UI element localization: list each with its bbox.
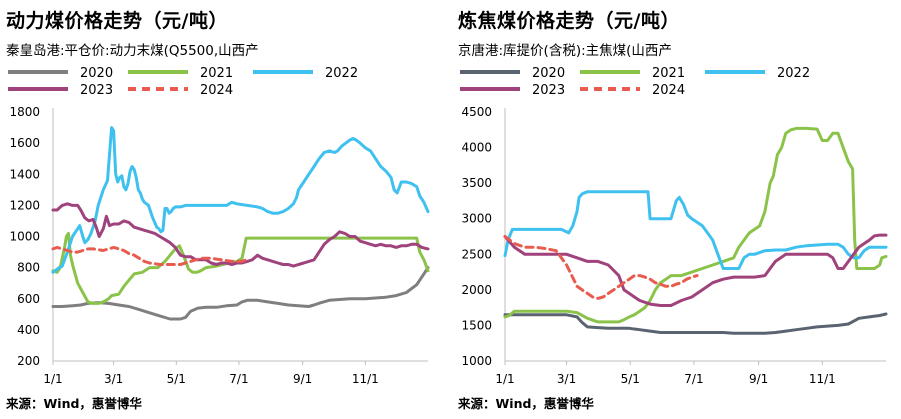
legend-label: 2024 [652, 83, 685, 98]
legend-label: 2020 [80, 66, 113, 81]
x-tick-label: 9/1 [293, 372, 312, 386]
legend-label: 2022 [325, 66, 358, 81]
y-tick-label: 4500 [461, 105, 492, 119]
thermal-coal-panel: 动力煤价格走势（元/吨） 秦皇岛港:平仓价:动力末煤(Q5500,山西产 200… [0, 0, 440, 419]
x-tick-label: 1/1 [43, 372, 62, 386]
y-tick-label: 1000 [461, 354, 492, 368]
x-tick-label: 5/1 [167, 372, 186, 386]
legend-label: 2021 [200, 66, 233, 81]
series-line-2024 [503, 235, 699, 300]
chart-subtitle: 秦皇岛港:平仓价:动力末煤(Q5500,山西产 [6, 43, 259, 59]
x-tick-label: 11/1 [809, 372, 836, 386]
series-line-2022 [51, 126, 430, 274]
x-tick-label: 7/1 [229, 372, 248, 386]
chart-source: 来源：Wind，惠誉博华 [458, 396, 594, 411]
x-tick-label: 3/1 [104, 372, 123, 386]
y-tick-label: 1200 [9, 198, 40, 212]
y-tick-label: 600 [17, 292, 40, 306]
legend-label: 2023 [80, 83, 113, 98]
series-line-2020 [51, 266, 430, 321]
chart-title: 动力煤价格走势（元/吨） [6, 10, 228, 32]
thermal-coal-chart: 200 400 600 800 1000 1200 1400 1600 1800 1/1 3/1 5/… [8, 66, 430, 386]
x-tick-label: 9/1 [749, 372, 768, 386]
y-tick-label: 1800 [9, 105, 40, 119]
series-line-2024 [51, 245, 248, 266]
y-tick-label: 1400 [9, 167, 40, 181]
x-tick-label: 3/1 [557, 372, 576, 386]
series-line-2022 [503, 190, 888, 270]
y-tick-label: 2000 [461, 283, 492, 297]
x-tick-label: 11/1 [352, 372, 379, 386]
y-tick-label: 1500 [461, 318, 492, 332]
legend-label: 2020 [532, 66, 565, 81]
y-tick-label: 4000 [461, 141, 492, 155]
legend-label: 2023 [532, 83, 565, 98]
series-line-2023 [503, 233, 888, 307]
y-tick-label: 2500 [461, 247, 492, 261]
x-tick-label: 5/1 [621, 372, 640, 386]
chart-source: 来源：Wind，惠誉博华 [6, 396, 142, 411]
legend-label: 2024 [200, 83, 233, 98]
y-tick-label: 3000 [461, 212, 492, 226]
chart-subtitle: 京唐港:库提价(含税):主焦煤(山西产 [458, 43, 672, 59]
legend-label: 2022 [777, 66, 810, 81]
y-tick-label: 1600 [9, 136, 40, 150]
x-tick-label: 7/1 [684, 372, 703, 386]
coking-coal-panel: 炼焦煤价格走势（元/吨） 京唐港:库提价(含税):主焦煤(山西产 1000 150… [452, 0, 901, 419]
series-line-2023 [51, 202, 430, 268]
series-line-2020 [503, 312, 888, 335]
y-tick-label: 1000 [9, 230, 40, 244]
legend-label: 2021 [652, 66, 685, 81]
series-line-2021 [503, 126, 888, 324]
y-tick-label: 800 [17, 261, 40, 275]
y-tick-label: 400 [17, 323, 40, 337]
coking-coal-chart: 1000 1500 2000 2500 3000 3500 4000 4500 1/1 3/1 5/… [460, 66, 888, 386]
y-tick-label: 200 [17, 354, 40, 368]
x-tick-label: 1/1 [495, 372, 514, 386]
chart-title: 炼焦煤价格走势（元/吨） [458, 10, 680, 32]
y-tick-label: 3500 [461, 176, 492, 190]
